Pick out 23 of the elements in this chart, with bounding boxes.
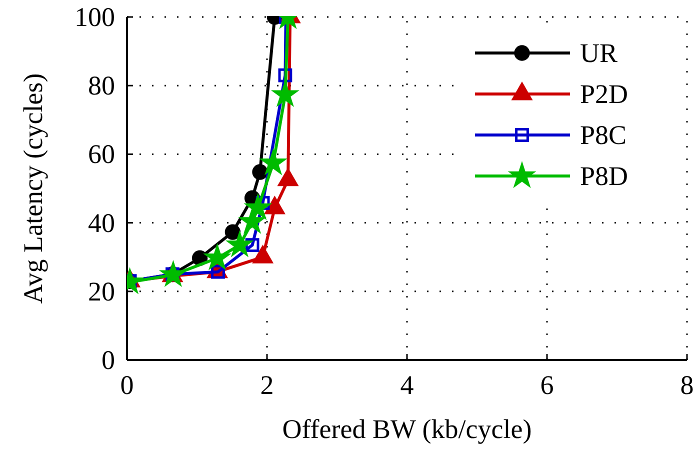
x-tick-label: 4 <box>400 370 414 400</box>
point <box>224 224 241 240</box>
point <box>252 164 268 180</box>
x-tick-label: 2 <box>260 370 274 400</box>
legend-label: P8C <box>580 120 627 150</box>
x-axis-title: Offered BW (kb/cycle) <box>282 414 532 444</box>
point <box>244 194 272 220</box>
y-tick-label: 20 <box>88 276 115 306</box>
y-tick-label: 0 <box>102 345 115 375</box>
legend-label: P8D <box>580 161 628 191</box>
y-tick-label: 40 <box>88 208 115 238</box>
y-tick-label: 100 <box>74 2 115 32</box>
x-tick-label: 8 <box>680 370 694 400</box>
x-tick-label: 6 <box>540 370 554 400</box>
legend-label: P2D <box>580 79 628 109</box>
point <box>226 231 253 256</box>
y-axis-title: Avg Latency (cycles) <box>18 73 48 304</box>
x-tick-label: 0 <box>120 370 134 400</box>
y-tick-label: 60 <box>88 139 115 170</box>
point <box>160 261 186 286</box>
point <box>204 244 230 270</box>
legend-label: UR <box>580 38 618 68</box>
y-tick-label: 80 <box>88 70 115 101</box>
